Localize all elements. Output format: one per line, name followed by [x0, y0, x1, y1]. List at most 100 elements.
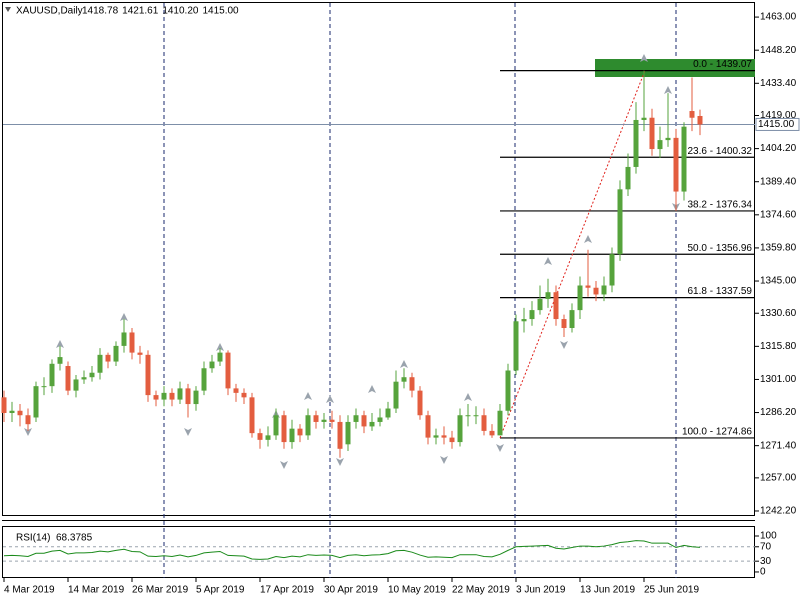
header-ohlc: 1421.61	[122, 6, 159, 17]
candle-body	[377, 417, 383, 422]
candle-body	[393, 381, 399, 409]
fractal-down	[560, 341, 568, 349]
candle-body	[585, 285, 591, 288]
fractal-down	[336, 458, 344, 466]
candle-body	[1, 397, 7, 413]
candle-body	[633, 119, 639, 167]
candle-body	[649, 117, 655, 150]
fib-label: 50.0 - 1356.96	[688, 243, 753, 254]
candle-body	[385, 408, 391, 418]
candle-body	[353, 415, 359, 422]
fractal-up	[56, 340, 64, 348]
candle-body	[489, 430, 495, 436]
symbol: XAUUSD,Daily	[16, 6, 83, 17]
candle-body	[473, 415, 479, 417]
candle-body	[601, 285, 607, 295]
x-tick-label: 14 Mar 2019	[68, 585, 125, 596]
candle-body	[121, 332, 127, 346]
candle-body	[505, 370, 511, 411]
candle-body	[681, 126, 687, 192]
candle-body	[345, 421, 351, 445]
candle-body	[361, 415, 367, 427]
y-tick-label: 1286.20	[760, 407, 797, 418]
candle-body	[521, 319, 527, 322]
candle-body	[97, 354, 103, 373]
candle-body	[561, 319, 567, 328]
candle-body	[241, 392, 247, 398]
y-tick-label: 1330.60	[760, 308, 797, 319]
candle-body	[417, 390, 423, 416]
candle-body	[449, 437, 455, 443]
candle-body	[225, 352, 231, 389]
candle-body	[497, 410, 503, 436]
fib-label: 23.6 - 1400.32	[688, 146, 753, 157]
candle-body	[625, 166, 631, 190]
rsi-frame	[2, 526, 755, 578]
candle-body	[25, 415, 31, 425]
y-tick-label: 1389.40	[760, 176, 797, 187]
rsi-y-tick-label: 70	[760, 541, 772, 552]
candle-body	[665, 137, 671, 141]
fractal-up	[120, 313, 128, 321]
candle-body	[433, 435, 439, 438]
x-tick-label: 10 May 2019	[388, 585, 446, 596]
candle-body	[281, 415, 287, 443]
candle-body	[33, 386, 39, 418]
candle-body	[609, 254, 615, 286]
y-tick-label: 1463.00	[760, 12, 797, 23]
fib-label: 0.0 - 1439.07	[693, 59, 752, 70]
fib-trend	[499, 70, 646, 439]
candle-body	[273, 415, 279, 436]
fractal-down	[184, 428, 192, 436]
y-tick-label: 1359.80	[760, 243, 797, 254]
fractal-down	[440, 456, 448, 464]
fractal-down	[496, 444, 504, 452]
y-tick-label: 1433.40	[760, 78, 797, 89]
candle-body	[689, 111, 695, 118]
header-ohlc: 1410.20	[162, 6, 199, 17]
candle-body	[441, 435, 447, 438]
y-tick-label: 1448.20	[760, 45, 797, 56]
candle-body	[169, 392, 175, 400]
candle-body	[161, 392, 167, 400]
fractal-up	[464, 393, 472, 401]
candle-body	[465, 415, 471, 417]
x-tick-label: 3 Jun 2019	[516, 585, 566, 596]
y-tick-label: 1257.00	[760, 473, 797, 484]
x-tick-label: 26 Mar 2019	[132, 585, 189, 596]
candle-body	[569, 310, 575, 328]
candle-body	[265, 435, 271, 440]
candle-body	[553, 292, 559, 320]
candle-body	[329, 419, 335, 422]
candle-body	[17, 410, 23, 416]
candle-body	[537, 298, 543, 311]
candle-body	[641, 117, 647, 120]
y-tick-label: 1315.80	[760, 341, 797, 352]
y-tick-label: 1345.00	[760, 276, 797, 287]
candle-body	[89, 372, 95, 378]
rsi-y-tick-label: 0	[760, 567, 766, 578]
candle-body	[201, 368, 207, 391]
rsi-line	[3, 540, 701, 560]
candle-body	[657, 140, 663, 150]
candle-body	[305, 415, 311, 436]
y-tick-label: 1404.20	[760, 143, 797, 154]
candle-body	[233, 388, 239, 393]
candle-body	[481, 415, 487, 431]
rsi-name: RSI(14)	[16, 533, 50, 544]
fractal-up	[640, 54, 648, 62]
candle-body	[177, 388, 183, 400]
rsi-y-tick-label: 30	[760, 556, 772, 567]
fractal-up	[304, 392, 312, 400]
candle-body	[145, 354, 151, 396]
fib-label: 100.0 - 1274.86	[682, 427, 752, 438]
highlight-rectangle	[595, 59, 755, 77]
candle-body	[545, 292, 551, 299]
fib-label: 38.2 - 1376.34	[688, 200, 753, 211]
candle-body	[193, 390, 199, 405]
candle-body	[337, 421, 343, 449]
candle-body	[65, 366, 71, 391]
candle-body	[257, 433, 263, 440]
header-ohlc: 1418.78	[82, 6, 119, 17]
